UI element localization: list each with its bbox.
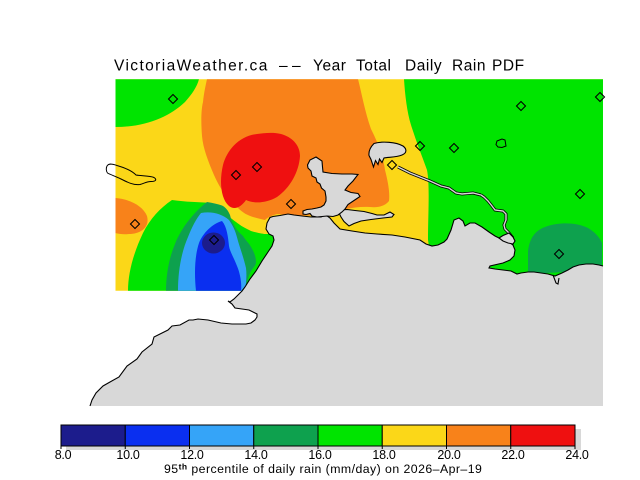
svg-text:18.0: 18.0 <box>372 448 395 462</box>
svg-text:10.0: 10.0 <box>116 448 139 462</box>
svg-text:–: – <box>292 58 301 75</box>
svg-text:95th percentile of daily rain: 95th percentile of daily rain (mm/day) o… <box>164 462 482 477</box>
svg-text:Daily: Daily <box>405 58 442 75</box>
svg-text:–: – <box>279 58 288 75</box>
svg-text:Rain: Rain <box>452 58 486 75</box>
svg-text:24.0: 24.0 <box>565 448 588 462</box>
svg-text:Total: Total <box>356 58 392 75</box>
svg-text:16.0: 16.0 <box>308 448 331 462</box>
svg-text:20.0: 20.0 <box>437 448 460 462</box>
svg-text:Year: Year <box>313 58 347 75</box>
svg-text:8.0: 8.0 <box>55 448 72 462</box>
svg-text:22.0: 22.0 <box>501 448 524 462</box>
svg-text:12.0: 12.0 <box>180 448 203 462</box>
svg-text:14.0: 14.0 <box>244 448 267 462</box>
svg-text:VictoriaWeather.ca: VictoriaWeather.ca <box>114 58 269 75</box>
svg-text:PDF: PDF <box>492 58 525 75</box>
